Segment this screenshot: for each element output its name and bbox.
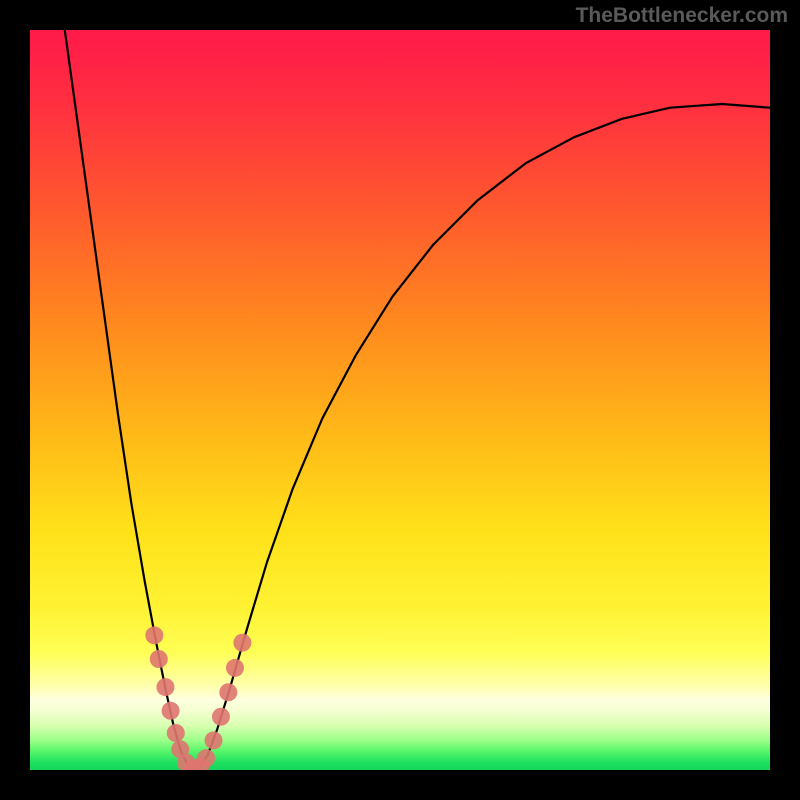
plot-svg [30,30,770,770]
chart-frame: TheBottlenecker.com [0,0,800,800]
data-marker [197,749,215,767]
gradient-background [30,30,770,770]
plot-area [30,30,770,770]
data-marker [150,650,168,668]
data-marker [226,659,244,677]
data-marker [156,678,174,696]
data-marker [145,626,163,644]
data-marker [205,731,223,749]
data-marker [219,683,237,701]
data-marker [162,702,180,720]
data-marker [167,724,185,742]
data-marker [212,708,230,726]
data-marker [233,634,251,652]
watermark-text: TheBottlenecker.com [576,4,788,28]
